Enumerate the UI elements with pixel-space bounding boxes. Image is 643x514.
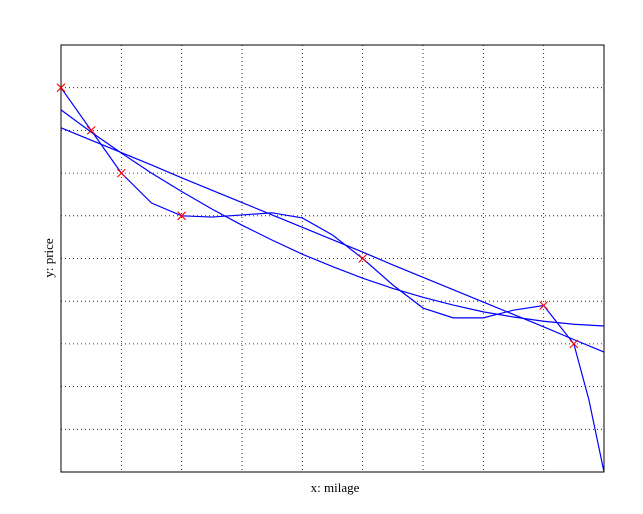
- plot-area: [61, 87, 604, 472]
- fit-curve: [61, 109, 604, 327]
- y-axis-label: y: price: [41, 238, 56, 278]
- data-point: [56, 83, 66, 93]
- data-point: [569, 339, 579, 349]
- x-axis-label: x: milage: [311, 480, 360, 495]
- data-point: [86, 126, 96, 135]
- data-point: [539, 301, 549, 310]
- data-point: [177, 211, 187, 221]
- data-point: [358, 254, 368, 263]
- fit-curve: [61, 127, 604, 353]
- fit-curve: [61, 87, 604, 472]
- data-point: [116, 168, 126, 178]
- plot-frame: [60, 44, 605, 473]
